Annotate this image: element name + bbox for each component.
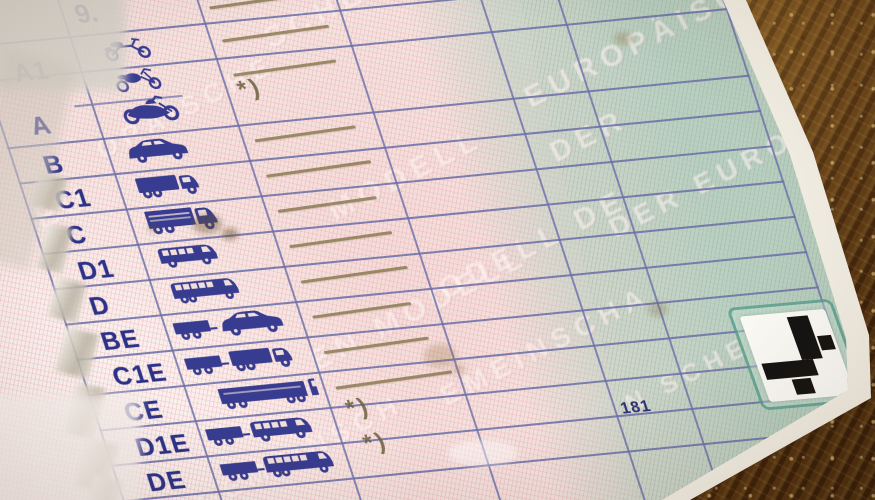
stain-spot — [614, 32, 632, 45]
truck-icon — [144, 207, 218, 235]
category-label-d1e: D1E — [131, 429, 195, 462]
handwritten-line — [300, 265, 408, 284]
vehicle-pictogram — [167, 303, 297, 350]
car-icon — [129, 138, 189, 163]
small-truck-icon — [135, 174, 200, 199]
stain-spot — [452, 364, 465, 374]
car-with-trailer-icon — [172, 310, 284, 340]
handwritten-line — [323, 336, 429, 354]
stain-spot — [448, 440, 518, 466]
footnote-mark: *) — [359, 427, 393, 458]
handwritten-line — [288, 230, 393, 248]
stain-spot — [222, 228, 238, 240]
handwritten-line — [335, 370, 453, 390]
category-label-d: D — [85, 291, 115, 321]
handwritten-line — [277, 196, 377, 213]
category-label-d1: D1 — [74, 254, 119, 286]
vehicle-pictogram — [152, 237, 231, 278]
footnote-mark: *) — [233, 73, 267, 104]
category-label-be: BE — [97, 324, 145, 357]
stain-spot — [148, 224, 157, 233]
handwritten-line — [221, 24, 330, 43]
vehicle-pictogram — [160, 271, 253, 313]
vehicle-pictogram — [138, 200, 228, 244]
bus-icon — [170, 278, 240, 304]
vehicle-pictogram — [200, 409, 330, 456]
table-column-line — [460, 0, 648, 500]
minibus-with-trailer-icon — [205, 417, 313, 446]
blurred-bottom-left — [0, 395, 140, 500]
small-truck-with-trailer-icon — [184, 347, 293, 376]
stain-spot — [192, 214, 222, 234]
vehicle-pictogram — [110, 90, 190, 135]
minibus-icon — [157, 244, 219, 268]
vehicle-pictogram — [118, 132, 199, 173]
category-label-c1e: C1E — [108, 358, 172, 392]
handwritten-line — [208, 0, 321, 10]
vehicle-pictogram — [211, 444, 347, 491]
footnote-mark: *) — [341, 392, 375, 423]
vehicle-pictogram — [129, 166, 213, 208]
stain-spot — [648, 302, 668, 317]
handwritten-line — [311, 301, 412, 319]
bus-with-trailer-icon — [219, 451, 335, 481]
motorcycle-icon — [123, 95, 180, 125]
table-column-line — [320, 0, 508, 500]
stain-spot — [424, 344, 456, 368]
vehicle-pictogram — [177, 338, 311, 385]
handwritten-line — [265, 160, 372, 178]
handwritten-line — [254, 125, 356, 142]
category-label-de: DE — [143, 466, 191, 498]
